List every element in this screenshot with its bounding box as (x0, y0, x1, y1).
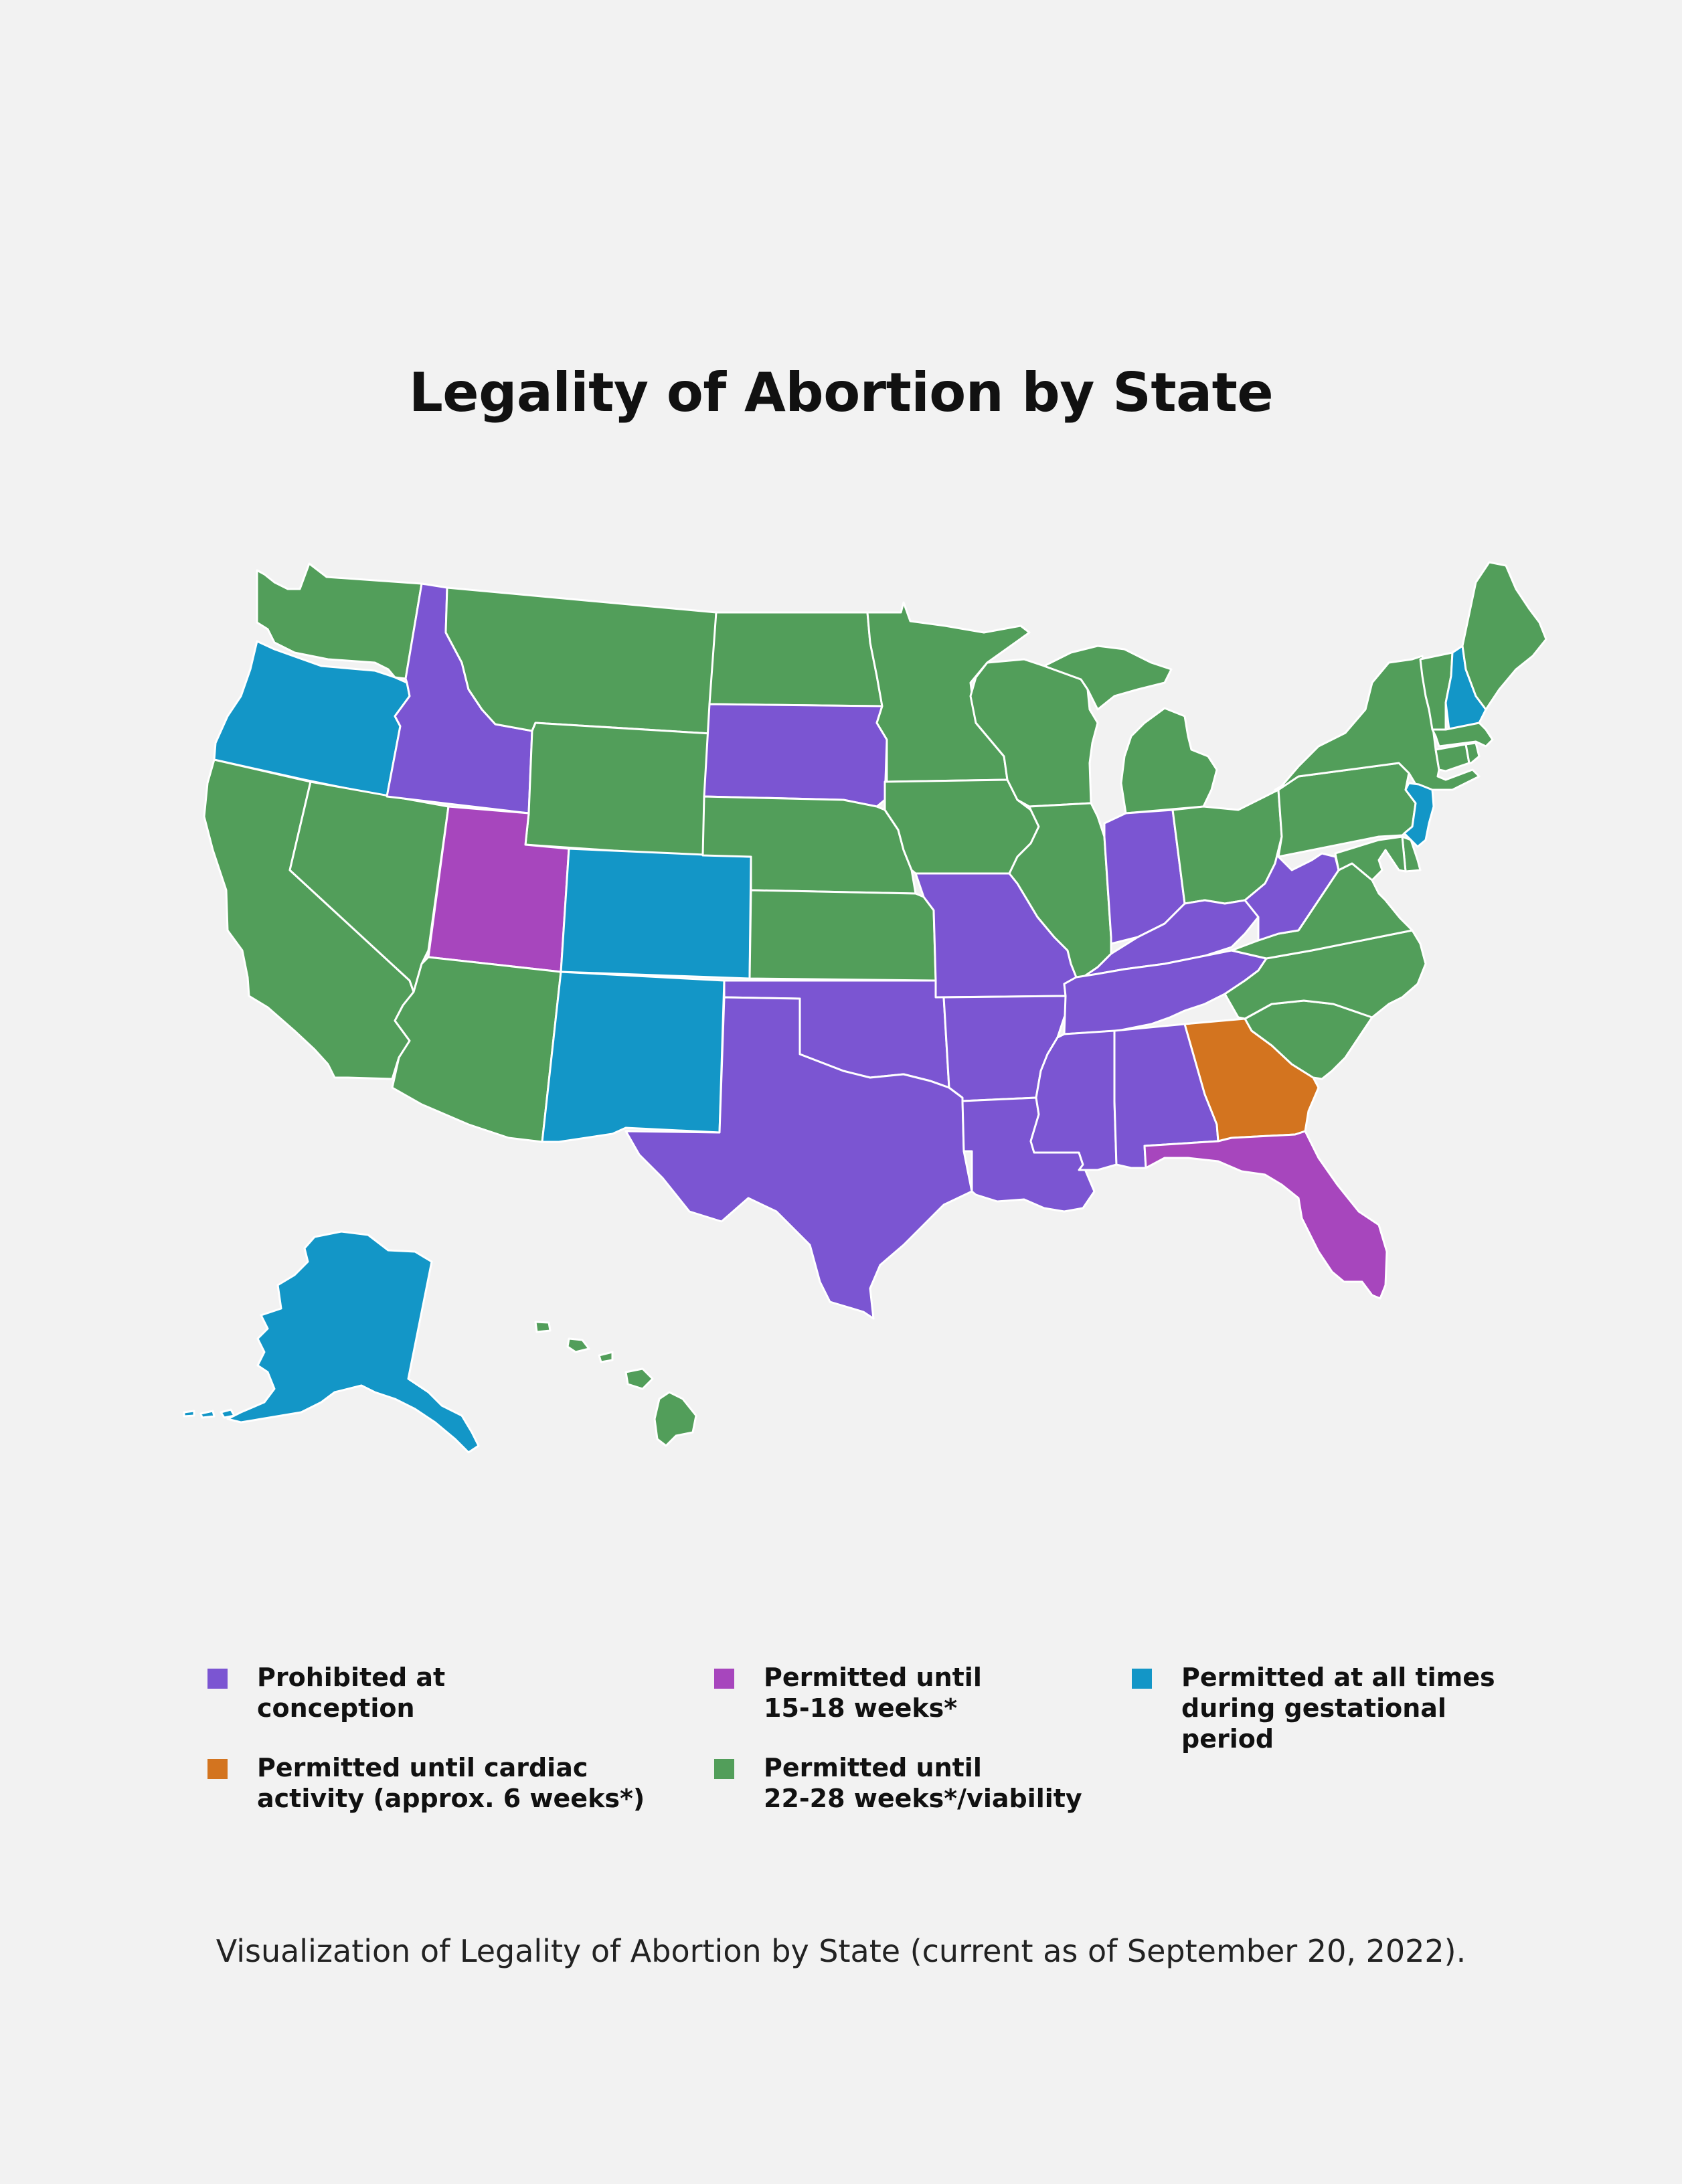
state-TX (624, 996, 973, 1320)
state-AK (226, 1230, 480, 1454)
state-NJ (1403, 782, 1435, 848)
state-FL (1143, 1130, 1388, 1300)
map-title: Legality of Abortion by State (408, 361, 1274, 424)
state-MA (1431, 722, 1494, 748)
map-caption: Visualization of Legality of Abortion by… (216, 1933, 1466, 1969)
state-CO (560, 847, 752, 980)
state-WI (969, 658, 1099, 808)
state-WY (524, 722, 712, 858)
state-HI (534, 1321, 697, 1447)
state-ND (708, 611, 884, 707)
state-MT (444, 586, 718, 735)
state-MI (1120, 707, 1218, 815)
state-RI (1464, 742, 1481, 764)
state-MI-upper (1043, 645, 1173, 711)
state-KS (748, 889, 937, 982)
state-WA (256, 562, 423, 680)
state-AZ (391, 956, 562, 1143)
state-NM (541, 971, 726, 1143)
state-AK-islands (183, 1408, 236, 1419)
state-CT (1434, 743, 1470, 772)
state-ME (1461, 561, 1547, 711)
state-SD (703, 703, 888, 808)
state-MD (1334, 835, 1407, 881)
